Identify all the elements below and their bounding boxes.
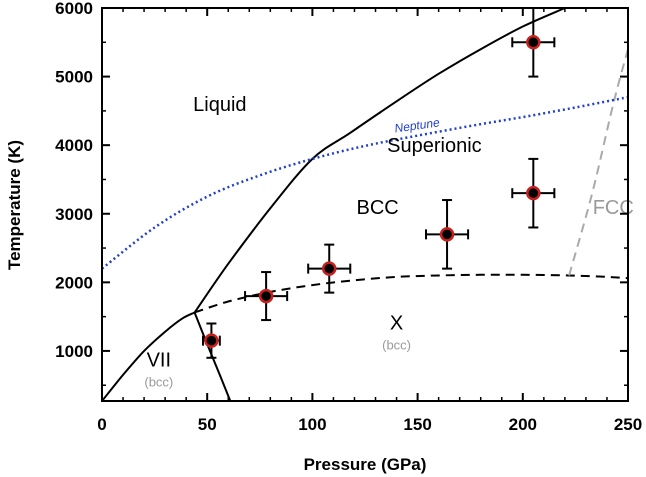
annotation-liquid: Liquid — [193, 94, 246, 116]
y-tick-label: 3000 — [55, 205, 93, 224]
x-tick-label: 50 — [198, 415, 217, 434]
data-point — [204, 333, 219, 348]
annotation-bcc: (bcc) — [382, 338, 411, 353]
y-tick-label: 6000 — [55, 0, 93, 18]
annotation-bcc: BCC — [357, 197, 399, 219]
curve-melting-curve-low-p — [102, 311, 196, 401]
curve-vii-x-boundary — [193, 312, 232, 401]
plot-frame — [101, 7, 629, 402]
x-tick-label: 0 — [97, 415, 106, 434]
curve-bcc-fcc-boundary — [568, 48, 628, 276]
annotation-x: X — [390, 313, 403, 335]
x-tick-label: 150 — [403, 415, 431, 434]
x-tick-label: 200 — [509, 415, 537, 434]
curve-melting-curve-high-p — [193, 8, 566, 314]
data-point — [526, 35, 541, 50]
data-points — [204, 35, 541, 348]
x-axis-title: Pressure (GPa) — [304, 455, 427, 474]
y-axis-ticks: 1000 2000 3000 4000 5000 6000 — [55, 0, 628, 386]
annotation-vii: VII — [147, 350, 171, 372]
x-axis-ticks: 0 50 100 150 200 250 — [97, 8, 642, 434]
annotation-neptune: Neptune — [394, 115, 441, 135]
y-tick-label: 4000 — [55, 136, 93, 155]
y-axis-title: Temperature (K) — [5, 140, 24, 270]
annotation-bcc: (bcc) — [144, 375, 173, 390]
y-tick-label: 5000 — [55, 68, 93, 87]
data-point — [258, 288, 274, 304]
curve-x-superionic-boundary — [194, 273, 628, 314]
x-tick-label: 100 — [298, 415, 326, 434]
annotation-superionic: Superionic — [387, 135, 482, 157]
y-tick-label: 2000 — [55, 273, 93, 292]
y-tick-label: 1000 — [55, 342, 93, 361]
error-bars — [201, 7, 556, 359]
x-tick-label: 250 — [614, 415, 642, 434]
data-point — [439, 227, 455, 242]
data-point — [526, 185, 541, 201]
data-point — [321, 261, 337, 276]
phase-boundary-curves — [102, 8, 628, 401]
